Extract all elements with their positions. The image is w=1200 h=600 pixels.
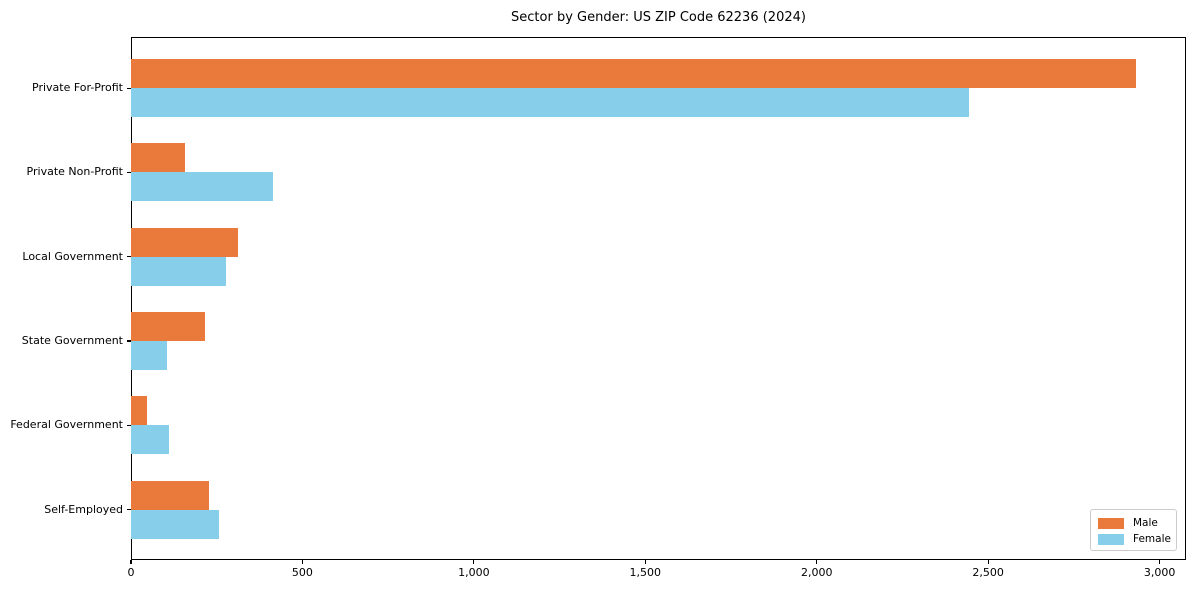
y-tick-mark (127, 340, 131, 342)
x-tick-mark (473, 560, 475, 564)
x-tick-label: 1,500 (629, 566, 662, 579)
bar-male-4 (131, 311, 206, 341)
x-tick-label: 1,000 (458, 566, 490, 579)
y-tick-label: Self-Employed (44, 502, 123, 516)
y-tick-label: Local Government (22, 249, 123, 263)
legend-item-female: Female (1098, 531, 1171, 547)
x-tick-label: 0 (127, 566, 135, 579)
x-tick-mark (301, 560, 304, 564)
plot-area (131, 37, 1186, 560)
x-tick-mark (1158, 560, 1161, 564)
legend-item-male: Male (1098, 515, 1169, 531)
bar-male-1 (131, 59, 1136, 88)
legend-swatch-male (1098, 517, 1124, 529)
x-tick-mark (816, 560, 818, 564)
y-tick-mark (127, 87, 131, 89)
bar-female-4 (131, 340, 167, 370)
x-tick-label: 2,000 (800, 566, 833, 579)
bar-male-5 (131, 396, 148, 426)
bar-male-3 (131, 227, 238, 257)
bar-female-3 (131, 256, 226, 286)
y-tick-label: Federal Government (10, 418, 123, 432)
legend: Male Female (1090, 509, 1177, 551)
x-tick-label: 2,500 (972, 566, 1004, 579)
x-tick-mark (987, 560, 989, 564)
y-tick-mark (127, 424, 131, 426)
bar-male-6 (131, 480, 210, 510)
bar-male-2 (131, 143, 186, 173)
x-tick-label: 500 (291, 566, 313, 579)
y-tick-mark (127, 509, 131, 511)
bar-female-1 (131, 88, 969, 117)
legend-label: Female (1133, 533, 1171, 545)
bar-female-2 (131, 172, 273, 202)
y-tick-mark (127, 171, 131, 173)
legend-label: Male (1133, 517, 1158, 529)
x-tick-mark (130, 560, 132, 564)
bar-female-5 (131, 425, 170, 455)
legend-swatch-female (1098, 533, 1124, 545)
bar-female-6 (131, 509, 220, 539)
x-tick-label: 3,000 (1143, 566, 1176, 579)
y-tick-label: Private For-Profit (32, 81, 123, 94)
chart-title: Sector by Gender: US ZIP Code 62236 (202… (511, 10, 806, 25)
x-tick-mark (644, 560, 646, 564)
y-tick-label: Private Non-Profit (26, 165, 123, 179)
y-tick-label: State Government (21, 333, 123, 347)
y-tick-mark (127, 256, 131, 258)
